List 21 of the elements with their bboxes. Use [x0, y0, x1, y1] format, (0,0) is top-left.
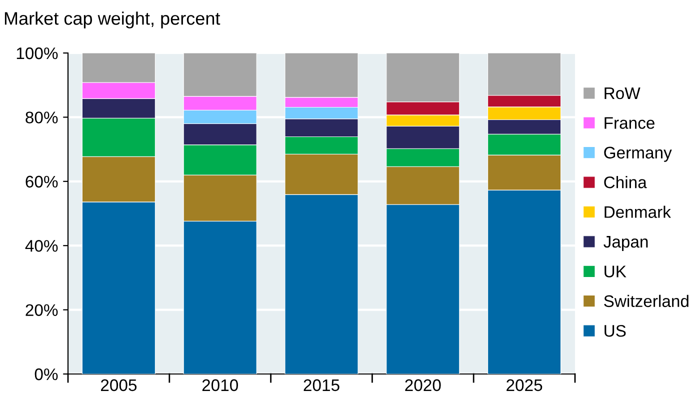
- x-tick-label: 2020: [405, 379, 441, 392]
- y-tick-label: 80%: [26, 112, 58, 124]
- x-tick-label: 2025: [506, 379, 542, 392]
- legend-label: France: [604, 117, 654, 129]
- legend-label: RoW: [604, 88, 640, 100]
- y-tick-label: 20%: [26, 304, 58, 316]
- legend-label: Japan: [604, 236, 648, 251]
- chart-subtitle: Market cap weight, percent: [4, 12, 220, 28]
- legend-label: China: [604, 176, 647, 188]
- y-tick-label: 100%: [16, 47, 58, 60]
- legend-label: Denmark: [604, 206, 671, 218]
- y-tick-label: 60%: [26, 176, 58, 188]
- x-tick-label: 2015: [304, 379, 340, 392]
- y-tick-label: 40%: [25, 240, 58, 252]
- y-tick-label: 0%: [34, 368, 58, 380]
- legend-label: Germany: [604, 146, 672, 162]
- legend-label: Switzerland: [604, 294, 688, 308]
- x-tick-label: 2010: [202, 379, 238, 392]
- x-tick-label: 2005: [101, 379, 137, 392]
- legend-label: UK: [604, 266, 626, 278]
- legend-label: US: [604, 324, 626, 337]
